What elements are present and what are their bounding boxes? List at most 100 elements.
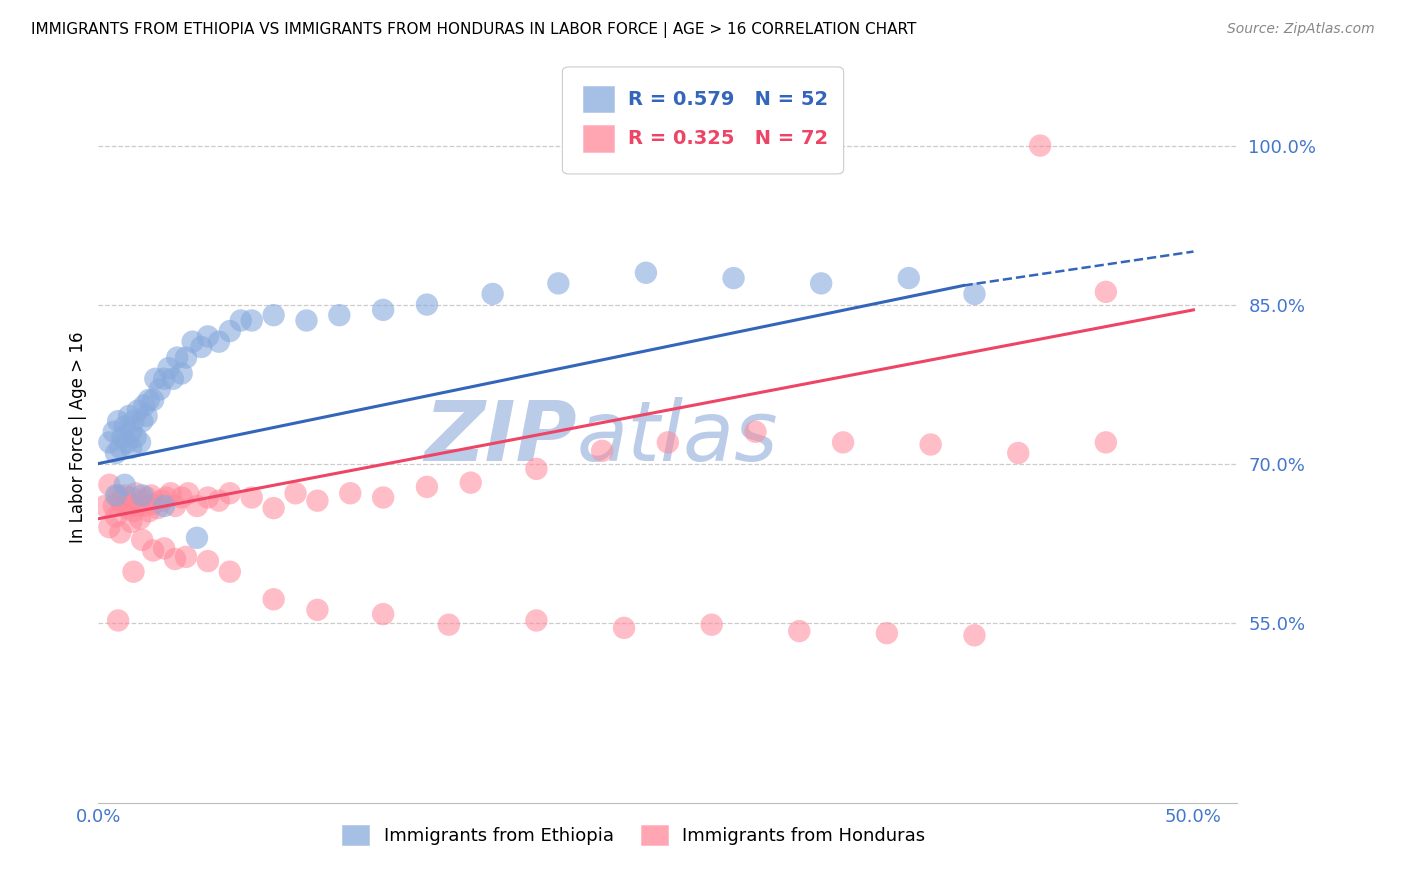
Immigrants from Honduras [107,488,129,502]
Immigrants from Ethiopia [134,398,156,412]
Immigrants from Honduras [165,499,187,513]
Immigrants from Ethiopia [104,488,127,502]
Immigrants from Honduras [832,435,855,450]
Immigrants from Honduras [124,486,146,500]
Immigrants from Honduras [240,491,263,505]
Immigrants from Ethiopia [138,392,160,407]
Immigrants from Ethiopia [122,414,145,428]
Immigrants from Honduras [460,475,482,490]
Immigrants from Ethiopia [263,308,285,322]
Immigrants from Honduras [307,603,329,617]
Immigrants from Ethiopia [181,334,204,349]
Immigrants from Ethiopia [157,361,180,376]
Immigrants from Ethiopia [897,271,920,285]
Immigrants from Honduras [339,486,361,500]
Immigrants from Honduras [165,552,187,566]
Immigrants from Ethiopia [186,531,208,545]
Immigrants from Ethiopia [810,277,832,291]
Immigrants from Honduras [657,435,679,450]
Immigrants from Honduras [150,493,173,508]
Immigrants from Ethiopia [162,372,184,386]
Immigrants from Honduras [115,501,138,516]
Immigrants from Ethiopia [166,351,188,365]
Immigrants from Honduras [139,488,162,502]
Immigrants from Honduras [127,499,149,513]
Immigrants from Ethiopia [229,313,252,327]
Immigrants from Ethiopia [103,425,125,439]
Immigrants from Honduras [787,624,810,638]
Immigrants from Ethiopia [240,313,263,327]
Immigrants from Honduras [146,501,169,516]
Immigrants from Ethiopia [131,414,153,428]
Immigrants from Honduras [134,499,156,513]
Text: atlas: atlas [576,397,779,477]
Immigrants from Honduras [120,491,142,505]
Immigrants from Honduras [591,443,613,458]
Immigrants from Honduras [1029,138,1052,153]
Immigrants from Honduras [131,493,153,508]
Immigrants from Ethiopia [963,287,986,301]
Immigrants from Ethiopia [634,266,657,280]
Immigrants from Honduras [613,621,636,635]
Immigrants from Ethiopia [115,435,138,450]
Immigrants from Honduras [263,592,285,607]
Immigrants from Ethiopia [127,403,149,417]
Immigrants from Ethiopia [190,340,212,354]
Immigrants from Ethiopia [124,430,146,444]
Immigrants from Honduras [876,626,898,640]
Immigrants from Honduras [744,425,766,439]
Immigrants from Ethiopia [111,430,134,444]
Immigrants from Honduras [94,499,117,513]
Immigrants from Honduras [174,549,197,564]
Immigrants from Honduras [371,491,394,505]
Immigrants from Ethiopia [145,372,166,386]
Immigrants from Ethiopia [295,313,318,327]
Immigrants from Honduras [526,462,548,476]
Immigrants from Honduras [120,515,142,529]
Immigrants from Honduras [963,628,986,642]
Immigrants from Honduras [107,614,129,628]
Immigrants from Ethiopia [142,392,165,407]
Immigrants from Honduras [98,520,121,534]
Immigrants from Honduras [111,499,134,513]
Immigrants from Ethiopia [149,383,172,397]
Immigrants from Honduras [153,541,176,556]
Immigrants from Honduras [110,525,132,540]
Immigrants from Ethiopia [118,409,141,423]
Text: R = 0.325   N = 72: R = 0.325 N = 72 [628,128,828,148]
Immigrants from Honduras [416,480,439,494]
Immigrants from Honduras [159,486,181,500]
Legend: Immigrants from Ethiopia, Immigrants from Honduras: Immigrants from Ethiopia, Immigrants fro… [335,818,932,852]
Immigrants from Honduras [118,497,141,511]
Immigrants from Ethiopia [547,277,569,291]
Immigrants from Honduras [1095,285,1118,299]
Immigrants from Honduras [197,491,219,505]
Immigrants from Ethiopia [218,324,240,338]
Immigrants from Honduras [114,488,136,502]
Immigrants from Ethiopia [174,351,197,365]
Immigrants from Honduras [1007,446,1029,460]
Immigrants from Honduras [526,614,548,628]
Immigrants from Ethiopia [114,477,136,491]
Immigrants from Honduras [122,565,145,579]
Immigrants from Honduras [197,554,219,568]
Immigrants from Honduras [186,499,208,513]
Immigrants from Honduras [103,499,125,513]
Immigrants from Ethiopia [120,425,142,439]
Immigrants from Honduras [104,509,127,524]
Immigrants from Honduras [218,565,240,579]
Immigrants from Honduras [122,504,145,518]
Immigrants from Ethiopia [208,334,231,349]
Immigrants from Honduras [138,504,160,518]
Immigrants from Ethiopia [416,297,439,311]
Immigrants from Honduras [142,543,165,558]
Immigrants from Honduras [129,512,152,526]
Immigrants from Honduras [371,607,394,621]
Immigrants from Ethiopia [104,446,127,460]
Immigrants from Ethiopia [135,409,157,423]
Immigrants from Honduras [142,497,165,511]
Immigrants from Ethiopia [371,302,394,317]
Text: R = 0.579   N = 52: R = 0.579 N = 52 [628,89,828,109]
Immigrants from Ethiopia [723,271,745,285]
Immigrants from Honduras [700,617,723,632]
